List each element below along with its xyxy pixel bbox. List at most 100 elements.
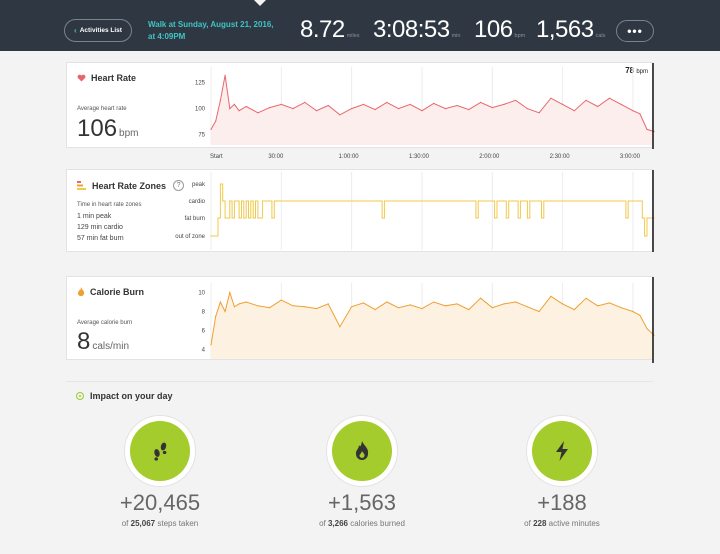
zones-point xyxy=(538,200,540,202)
zones-point xyxy=(210,235,212,237)
heart-rate-point xyxy=(562,103,564,105)
calorie-y-tick: 4 xyxy=(202,348,206,354)
calorie-point xyxy=(362,302,364,304)
heart-rate-point xyxy=(639,113,641,115)
calorie-burn-average-unit: cals/min xyxy=(92,341,130,352)
time-axis-label: 1:00:00 xyxy=(338,154,359,160)
calorie-point xyxy=(374,309,376,311)
heart-rate-point xyxy=(597,105,599,108)
heart-rate-point xyxy=(292,108,294,110)
heart-rate-average-unit: bpm xyxy=(119,128,139,139)
zones-point xyxy=(627,200,629,202)
heart-rate-point xyxy=(362,103,364,105)
zones-point xyxy=(240,200,243,202)
zones-point xyxy=(276,200,278,202)
zones-point xyxy=(524,200,526,202)
steps-total: 25,067 xyxy=(130,519,156,528)
heart-rate-point xyxy=(409,103,411,105)
zones-point xyxy=(273,200,275,202)
distance-value: 8.72 xyxy=(300,16,345,43)
zones-point xyxy=(622,200,625,202)
active-minutes-caption: of 228 active minutes xyxy=(472,519,652,528)
calorie-point xyxy=(397,307,400,309)
steps-value: +20,465 xyxy=(119,490,201,515)
calories-unit: cals xyxy=(595,33,606,39)
zones-point xyxy=(529,200,531,202)
heart-rate-point xyxy=(444,108,446,110)
zones-help-button[interactable]: ? xyxy=(173,180,185,191)
steps-caption: of 25,067 steps taken xyxy=(70,519,250,528)
heart-rate-point xyxy=(515,99,517,101)
zones-point xyxy=(625,217,627,219)
activities-list-button[interactable]: ‹ Activities List xyxy=(64,19,132,42)
heart-rate-zones-card: Heart Rate Zones ? Time in heart rate zo… xyxy=(66,169,655,252)
heart-rate-point xyxy=(573,110,575,112)
calorie-burn-title-text: Calorie Burn xyxy=(90,287,145,297)
zones-point xyxy=(229,200,231,202)
zones-point xyxy=(641,217,643,219)
zones-point xyxy=(508,200,510,202)
zones-point xyxy=(262,200,264,202)
heart-rate-point xyxy=(491,107,493,109)
calories-ring xyxy=(326,415,398,487)
zones-point xyxy=(526,217,528,219)
zones-point xyxy=(646,217,648,219)
calorie-point xyxy=(491,307,493,309)
zones-point xyxy=(517,217,519,219)
zones-point xyxy=(540,217,543,219)
heart-rate-average-value: 106 xyxy=(77,115,118,142)
zones-title-text: Heart Rate Zones xyxy=(92,180,167,191)
top-bar-notch xyxy=(254,0,266,6)
zones-point xyxy=(247,217,250,219)
calorie-point xyxy=(233,306,235,308)
distance-stat: 8.72 miles xyxy=(300,16,360,44)
more-options-button[interactable]: ••• xyxy=(616,20,654,42)
zone-label: peak xyxy=(192,182,206,188)
target-icon xyxy=(76,392,84,400)
calories-value: 1,563 xyxy=(536,16,594,43)
zones-point xyxy=(243,217,245,219)
flame-icon xyxy=(77,287,85,297)
calorie-point xyxy=(386,301,388,303)
heart-rate-average: 106 bpm xyxy=(77,115,139,143)
heart-rate-point xyxy=(421,110,423,112)
zone-label: fat burn xyxy=(185,216,205,222)
time-axis-label: Start xyxy=(210,154,223,160)
heart-rate-point xyxy=(538,112,540,114)
heart-rate-point xyxy=(229,108,231,110)
heart-rate-point xyxy=(550,97,552,99)
activity-title: Walk at Sunday, August 21, 2016, at 4:09… xyxy=(148,19,288,43)
heart-rate-point xyxy=(245,105,247,108)
heart-rate-point xyxy=(304,101,306,103)
heart-rate-point xyxy=(468,109,470,111)
zone-line-fat-burn: 57 min fat burn xyxy=(77,235,124,242)
chevron-left-icon: ‹ xyxy=(74,26,77,35)
current-heart-rate-unit: bpm xyxy=(636,69,648,75)
zones-point xyxy=(503,200,505,202)
heart-rate-unit: bpm xyxy=(514,33,526,39)
calorie-point xyxy=(503,303,505,305)
heart-rate-line xyxy=(210,75,655,132)
heart-rate-point xyxy=(215,120,217,122)
heart-rate-zones-chart: peak cardio fat burn out of zone xyxy=(175,170,655,252)
zones-point xyxy=(519,200,521,202)
calorie-y-tick: 10 xyxy=(198,291,205,297)
zones-icon xyxy=(77,181,86,190)
calorie-point xyxy=(608,302,611,304)
zones-point xyxy=(472,200,475,202)
calorie-point xyxy=(238,303,240,305)
heart-rate-point xyxy=(646,128,648,130)
flame-icon xyxy=(355,441,369,460)
time-axis-label: 2:00:00 xyxy=(479,154,500,160)
zones-point xyxy=(222,200,224,202)
calorie-burn-average: 8 cals/min xyxy=(77,328,129,356)
zones-point xyxy=(383,200,385,202)
zones-point xyxy=(219,183,221,185)
calorie-point xyxy=(639,314,641,316)
calorie-burn-chart: 10 8 6 4 xyxy=(198,277,655,363)
calorie-point xyxy=(515,301,517,303)
heart-rate-y-tick: 125 xyxy=(195,81,206,87)
zones-point xyxy=(271,217,273,219)
heart-rate-point xyxy=(456,104,458,107)
duration-stat: 3:08:53 min xyxy=(373,16,460,44)
